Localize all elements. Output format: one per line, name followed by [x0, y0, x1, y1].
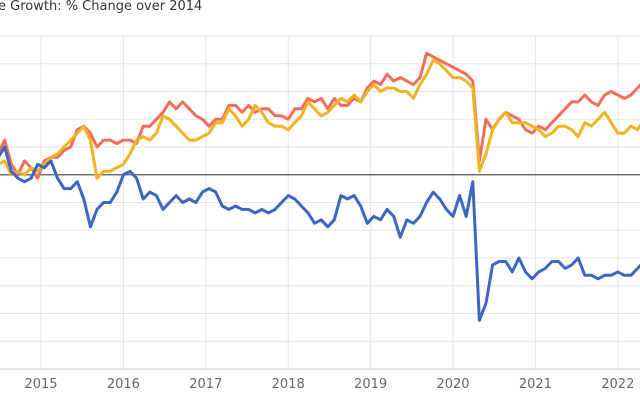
- x-tick-label: 2022: [601, 377, 634, 392]
- x-tick-label: 2015: [24, 377, 57, 392]
- series-line-1: [0, 51, 640, 180]
- x-tick-label: 2019: [354, 377, 387, 392]
- x-tick-label: 2021: [519, 377, 552, 392]
- x-tick-label: 2017: [189, 377, 222, 392]
- x-tick-label: 2016: [107, 377, 140, 392]
- chart-title: e Growth: % Change over 2014: [0, 0, 203, 14]
- x-tick-label: 2018: [272, 377, 305, 392]
- series-line-2: [0, 58, 640, 180]
- series-line-3: [0, 145, 640, 322]
- x-tick-label: 2020: [436, 377, 469, 392]
